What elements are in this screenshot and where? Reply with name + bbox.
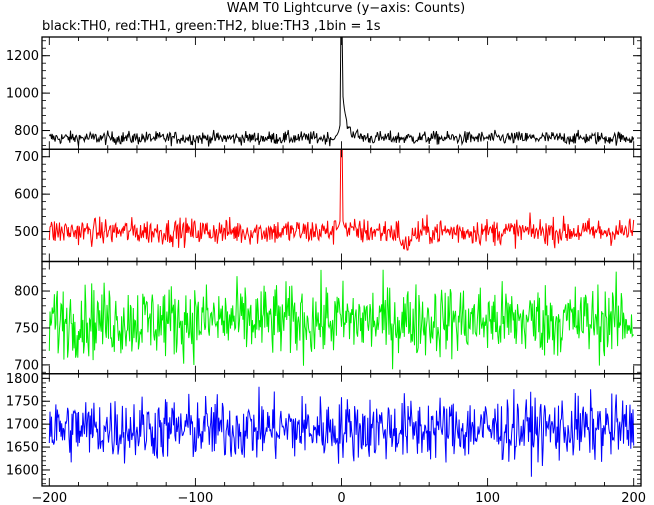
series-line-TH2 <box>48 269 634 370</box>
series-line-TH1 <box>48 149 635 251</box>
panel-frame <box>41 36 642 150</box>
x-tick-label: 100 <box>475 491 500 505</box>
x-axis: −200 −100 0 100 200 <box>31 491 646 505</box>
y-tick-label: 600 <box>14 188 39 203</box>
y-tick-label: 1750 <box>6 395 39 410</box>
panels-group: 800 1000 1200 500 600 700 700 750 800 1600 1650 170… <box>6 36 642 487</box>
y-tick-label: 1800 <box>6 372 39 387</box>
series-line-TH3 <box>48 386 635 477</box>
y-tick-label: 800 <box>14 124 39 139</box>
x-tick-label: −200 <box>31 491 67 505</box>
x-tick-label: 0 <box>337 491 345 505</box>
chart-subtitle: black:TH0, red:TH1, green:TH2, blue:TH3 … <box>42 19 381 34</box>
y-tick-label: 700 <box>14 150 39 165</box>
panel-TH3: 1600 1650 1700 1750 1800 <box>6 372 642 487</box>
panel-frame <box>41 148 642 263</box>
y-tick-label: 1200 <box>6 49 39 64</box>
chart-title: WAM T0 Lightcurve (y−axis: Counts) <box>227 1 465 16</box>
y-tick-label: 700 <box>14 358 39 373</box>
y-tick-label: 1600 <box>6 463 39 478</box>
panel-TH2: 700 750 800 <box>14 260 642 375</box>
x-tick-label: −100 <box>178 491 214 505</box>
y-tick-label: 800 <box>14 285 39 300</box>
panel-TH0: 800 1000 1200 <box>6 36 642 150</box>
series-line-TH0 <box>48 37 635 147</box>
y-tick-label: 500 <box>14 225 39 240</box>
x-tick-label: 200 <box>621 491 646 505</box>
y-tick-label: 750 <box>14 321 39 336</box>
y-tick-label: 1650 <box>6 441 39 456</box>
y-tick-label: 1000 <box>6 87 39 102</box>
y-tick-label: 1700 <box>6 418 39 433</box>
panel-TH1: 500 600 700 <box>14 148 642 263</box>
